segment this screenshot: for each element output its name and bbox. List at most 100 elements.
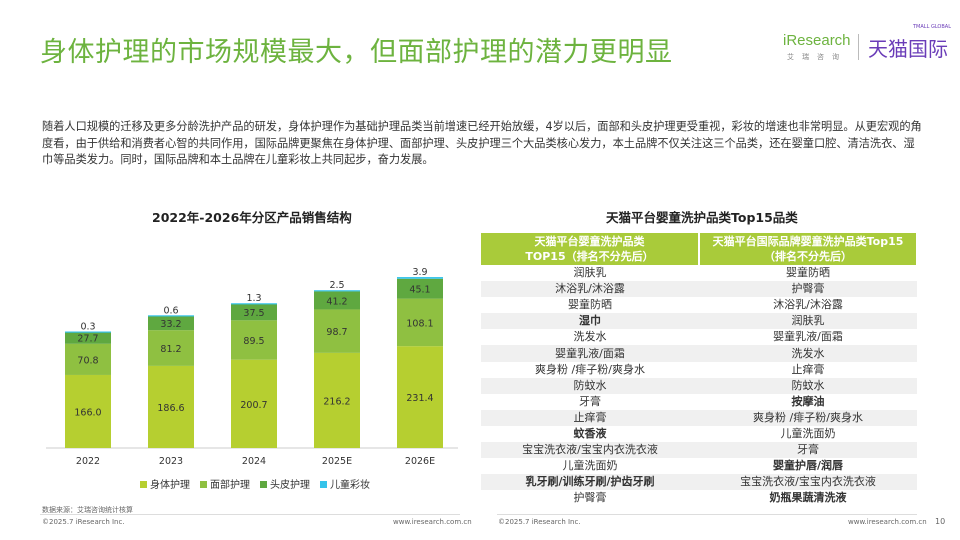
- bar-头皮护理: [397, 278, 443, 299]
- header-col1-line2: TOP15（排名不分先后）: [525, 250, 654, 263]
- table-cell: 婴童乳液/面霜: [481, 345, 699, 362]
- table-row: 止痒膏 爽身粉 /痱子粉/爽身水: [481, 409, 917, 426]
- table-cell: 儿童洗面奶: [562, 459, 618, 473]
- x-tick-label: 2025E: [322, 456, 352, 467]
- table-cell: 护臀膏: [573, 491, 607, 505]
- legend-label: 身体护理: [150, 480, 190, 491]
- table-row: 婴童乳液/面霜 洗发水: [481, 345, 917, 362]
- table-row: 沐浴乳/沐浴露 护臀膏: [481, 281, 917, 298]
- table-cell: 按摩油: [791, 394, 825, 408]
- table-cell: 爽身粉 /痱子粉/爽身水: [535, 362, 645, 376]
- header-col2-line1: 天猫平台国际品牌婴童洗护品类Top15: [712, 235, 904, 248]
- bar-面部护理: [397, 298, 443, 347]
- logo: iResearch 艾瑞咨询 天猫国际 TMALL GLOBAL: [783, 24, 953, 66]
- table-row: 护臀膏 奶瓶果蔬清洗液: [481, 490, 917, 506]
- header-col2: 天猫平台国际品牌婴童洗护品类Top15 （排名不分先后）: [699, 233, 918, 265]
- x-tick-label: 2023: [159, 456, 183, 467]
- legend-label: 头皮护理: [270, 480, 310, 491]
- table-cell: 奶瓶果蔬清洗液: [769, 491, 847, 505]
- data-label: 0.6: [163, 305, 178, 316]
- copyright-right: ©2025.7 iResearch Inc.: [498, 518, 581, 526]
- iresearch-logo-cn: 艾瑞咨询: [787, 53, 847, 61]
- table-cell: 牙膏: [579, 394, 601, 408]
- tmall-logo: 天猫国际: [868, 37, 948, 61]
- table-cell: 湿巾: [481, 313, 699, 330]
- table-cell: 爽身粉 /痱子粉/爽身水: [699, 409, 917, 426]
- header-col2-line2: （排名不分先后）: [764, 250, 852, 263]
- table-cell: 润肤乳: [699, 313, 917, 330]
- data-label: 89.5: [243, 336, 264, 347]
- page-title: 身体护理的市场规模最大，但面部护理的潜力更明显: [40, 37, 673, 68]
- data-label: 1.3: [246, 293, 261, 304]
- table-cell: 婴童护唇/润唇: [772, 459, 844, 473]
- table-row: 乳牙刷/训练牙刷/护齿牙刷 宝宝洗衣液/宝宝内衣洗衣液: [481, 474, 917, 491]
- data-label: 166.0: [74, 407, 101, 418]
- table-row: 牙膏 按摩油: [481, 394, 917, 410]
- table-cell: 润肤乳: [573, 266, 607, 280]
- footer-divider-right: [497, 514, 917, 515]
- legend-swatch: [140, 481, 147, 488]
- bar-头皮护理: [148, 315, 194, 331]
- legend-swatch: [200, 481, 207, 488]
- data-label: 37.5: [243, 308, 264, 319]
- table-row: 儿童洗面奶 婴童护唇/润唇: [481, 458, 917, 474]
- bar-头皮护理: [314, 291, 360, 310]
- table-row: 润肤乳 婴童防晒: [481, 265, 917, 281]
- data-label: 216.2: [323, 396, 350, 407]
- table-cell: 止痒膏: [481, 409, 699, 426]
- table-cell: 蚊香液: [573, 426, 607, 440]
- table-cell: 儿童洗面奶: [780, 426, 836, 440]
- bar-儿童彩妆: [231, 303, 277, 305]
- data-label: 186.6: [157, 403, 184, 414]
- footer-divider-left: [40, 514, 460, 515]
- table-cell: 宝宝洗衣液/宝宝内衣洗衣液: [699, 474, 917, 491]
- data-label: 3.9: [412, 267, 427, 278]
- table-cell: 婴童防晒: [786, 266, 830, 280]
- bar-身体护理: [231, 359, 277, 448]
- data-label: 41.2: [326, 296, 347, 307]
- x-tick-label: 2026E: [405, 456, 435, 467]
- table-cell: 防蚊水: [481, 377, 699, 394]
- data-label: 98.7: [326, 327, 347, 338]
- table-cell: 婴童乳液/面霜: [773, 330, 843, 344]
- legend-label: 儿童彩妆: [330, 480, 370, 491]
- bar-面部护理: [65, 343, 111, 375]
- table-cell: 洗发水: [699, 345, 917, 362]
- table-row: 湿巾 润肤乳: [481, 313, 917, 330]
- data-label: 81.2: [160, 344, 181, 355]
- intro-paragraph: 随着人口规模的迁移及更多分龄洗护产品的研发，身体护理作为基础护理品类当前增速已经…: [42, 120, 922, 166]
- data-label: 2.5: [329, 280, 344, 291]
- bar-身体护理: [65, 374, 111, 448]
- data-label: 231.4: [406, 393, 433, 404]
- legend-item: 身体护理: [140, 476, 190, 491]
- data-label: 45.1: [409, 285, 430, 296]
- table-cell: 洗发水: [573, 330, 607, 344]
- legend-item: 面部护理: [200, 476, 250, 491]
- bar-面部护理: [231, 320, 277, 360]
- table-cell: 乳牙刷/训练牙刷/护齿牙刷: [481, 474, 699, 491]
- table-row: 蚊香液 儿童洗面奶: [481, 426, 917, 442]
- legend-swatch: [260, 481, 267, 488]
- url-left: www.iresearch.com.cn: [393, 518, 472, 526]
- legend-label: 面部护理: [210, 480, 250, 491]
- table-cell: 牙膏: [699, 442, 917, 459]
- bar-身体护理: [314, 352, 360, 448]
- table-cell: 止痒膏: [791, 362, 825, 376]
- bar-身体护理: [397, 346, 443, 448]
- page-number: 10: [935, 517, 946, 526]
- url-right: www.iresearch.com.cn: [848, 518, 927, 526]
- data-label: 0.3: [80, 321, 95, 332]
- table-title: 天猫平台婴童洗护品类Top15品类: [606, 210, 798, 225]
- iresearch-logo: iResearch: [783, 32, 851, 49]
- table-cell: 婴童防晒: [568, 298, 612, 312]
- chart-legend: 身体护理 面部护理 头皮护理 儿童彩妆: [140, 476, 370, 491]
- table-row: 防蚊水 防蚊水: [481, 377, 917, 394]
- data-label: 33.2: [160, 319, 181, 330]
- header-col1: 天猫平台婴童洗护品类 TOP15（排名不分先后）: [481, 233, 700, 265]
- bar-头皮护理: [231, 303, 277, 321]
- bar-儿童彩妆: [65, 331, 111, 333]
- bar-儿童彩妆: [314, 290, 360, 292]
- table-row: 婴童防晒 沐浴乳/沐浴露: [481, 297, 917, 313]
- data-label: 70.8: [77, 355, 98, 366]
- top15-table: 天猫平台婴童洗护品类 TOP15（排名不分先后） 天猫平台国际品牌婴童洗护品类To…: [481, 233, 918, 506]
